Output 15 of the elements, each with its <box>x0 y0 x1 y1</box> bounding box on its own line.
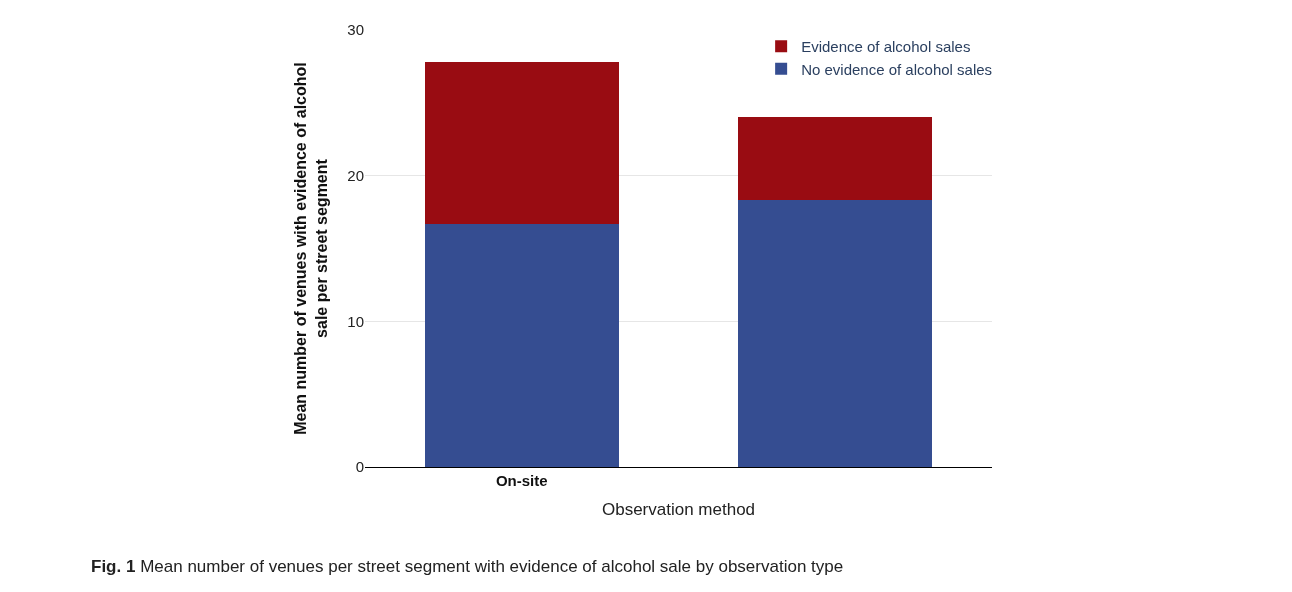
bar <box>424 223 619 467</box>
y-tick-label: 20 <box>347 166 364 184</box>
legend-label: No evidence of alcohol sales <box>801 60 993 78</box>
caption: Fig. 1 <box>91 557 136 576</box>
y-tick-label: 10 <box>347 312 364 330</box>
bar <box>738 200 933 467</box>
x-tick-label: On-site <box>495 472 548 489</box>
y-tick-label: 30 <box>347 21 364 39</box>
text: Mean number of venues per street segment with evidence of alcohol sale by observation type <box>140 557 844 576</box>
bar <box>738 117 933 201</box>
bar <box>424 62 619 224</box>
y-tick-label: 0 <box>355 458 364 476</box>
legend-label: Evidence of alcohol sales <box>801 38 971 56</box>
x-axis-title: Observation method <box>601 500 756 520</box>
y-axis-title: Mean number of venues with evidence of alcohol sale per street segment <box>292 62 331 435</box>
